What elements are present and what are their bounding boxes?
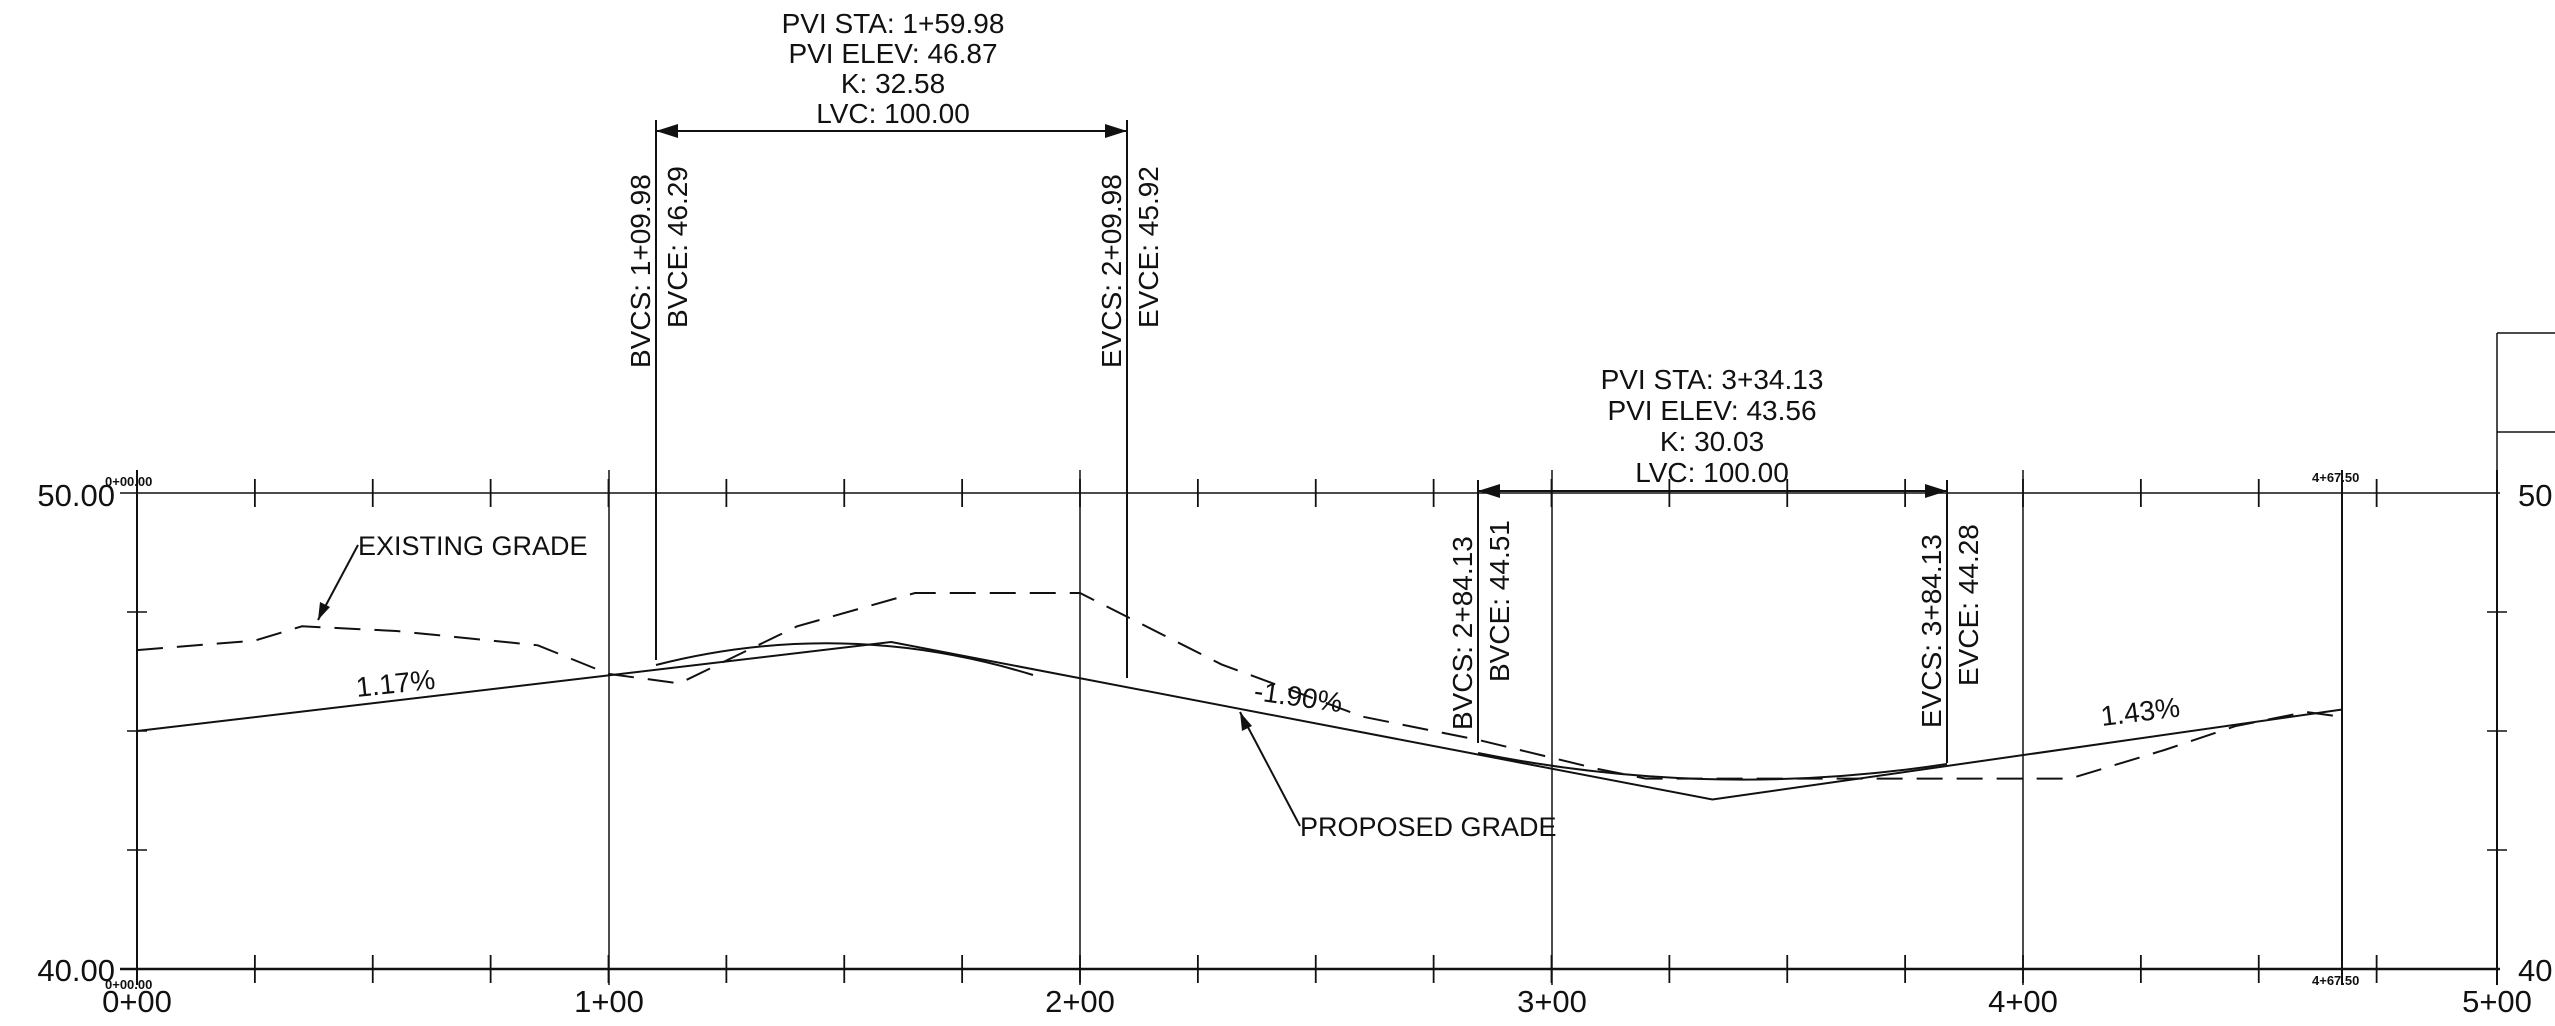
- grade-label-2: -1.90%: [1252, 675, 1344, 718]
- curve-2-annotation: PVI STA: 3+34.13 PVI ELEV: 43.56 K: 30.0…: [1447, 364, 1984, 763]
- curve1-arrow-left: [656, 124, 678, 138]
- proposed-grade-label: PROPOSED GRADE: [1300, 812, 1557, 842]
- curve2-evcs: EVCS: 3+84.13: [1916, 534, 1947, 728]
- curve1-evce: EVCE: 45.92: [1133, 166, 1164, 328]
- proposed-grade-line: [136, 640, 2342, 801]
- curve1-k: K: 32.58: [841, 68, 945, 99]
- tick-marks: [253, 479, 2378, 983]
- curve2-arrow-right: [1925, 484, 1947, 498]
- curve2-pvi-sta: PVI STA: 3+34.13: [1601, 364, 1824, 395]
- end-marker-bottom: 4+67.50: [2312, 973, 2359, 988]
- curve2-bvce: BVCE: 44.51: [1484, 520, 1515, 682]
- curve2-bvcs: BVCS: 2+84.13: [1447, 536, 1478, 730]
- end-marker-top: 4+67.50: [2312, 470, 2359, 485]
- curve2-pvi-elev: PVI ELEV: 43.56: [1607, 395, 1816, 426]
- vertical-curve-1: [655, 642, 1034, 676]
- start-marker-bottom: 0+00.00: [105, 977, 152, 992]
- curve2-arrow-left: [1478, 484, 1500, 498]
- vertical-curve-2: [1477, 752, 1948, 781]
- elev-label-40-right: 40: [2518, 953, 2552, 988]
- existing-grade-line: [136, 592, 2342, 780]
- curve-1-annotation: PVI STA: 1+59.98 PVI ELEV: 46.87 K: 32.5…: [625, 8, 1164, 678]
- curve1-bvce: BVCE: 46.29: [662, 166, 693, 328]
- station-label-400: 4+00: [1988, 984, 2058, 1019]
- station-label-200: 2+00: [1045, 984, 1115, 1019]
- curve2-k: K: 30.03: [1660, 426, 1764, 457]
- curve1-pvi-sta: PVI STA: 1+59.98: [782, 8, 1005, 39]
- station-label-100: 1+00: [574, 984, 644, 1019]
- station-label-500: 5+00: [2462, 984, 2532, 1019]
- station-label-0: 0+00: [102, 984, 172, 1019]
- profile-frame: [120, 332, 2555, 985]
- elev-label-50-right: 50: [2518, 478, 2552, 513]
- station-label-300: 3+00: [1517, 984, 1587, 1019]
- grade-label-3: 1.43%: [2099, 692, 2182, 732]
- curve2-lvc: LVC: 100.00: [1635, 457, 1789, 488]
- existing-grade-arrowhead: [318, 602, 330, 620]
- start-marker-top: 0+00.00: [105, 474, 152, 489]
- curve1-bvcs: BVCS: 1+09.98: [625, 174, 656, 368]
- existing-grade-label: EXISTING GRADE: [358, 531, 588, 561]
- elev-label-50-left: 50.00: [37, 478, 115, 513]
- elev-label-40-left: 40.00: [37, 953, 115, 988]
- curve1-lvc: LVC: 100.00: [816, 98, 970, 129]
- proposed-grade-arrowhead: [1240, 712, 1252, 731]
- curve2-evce: EVCE: 44.28: [1953, 524, 1984, 686]
- curve1-evcs: EVCS: 2+09.98: [1096, 174, 1127, 368]
- curve1-pvi-elev: PVI ELEV: 46.87: [788, 38, 997, 69]
- curve1-arrow-right: [1105, 124, 1127, 138]
- proposed-grade-leader: [1239, 711, 1301, 827]
